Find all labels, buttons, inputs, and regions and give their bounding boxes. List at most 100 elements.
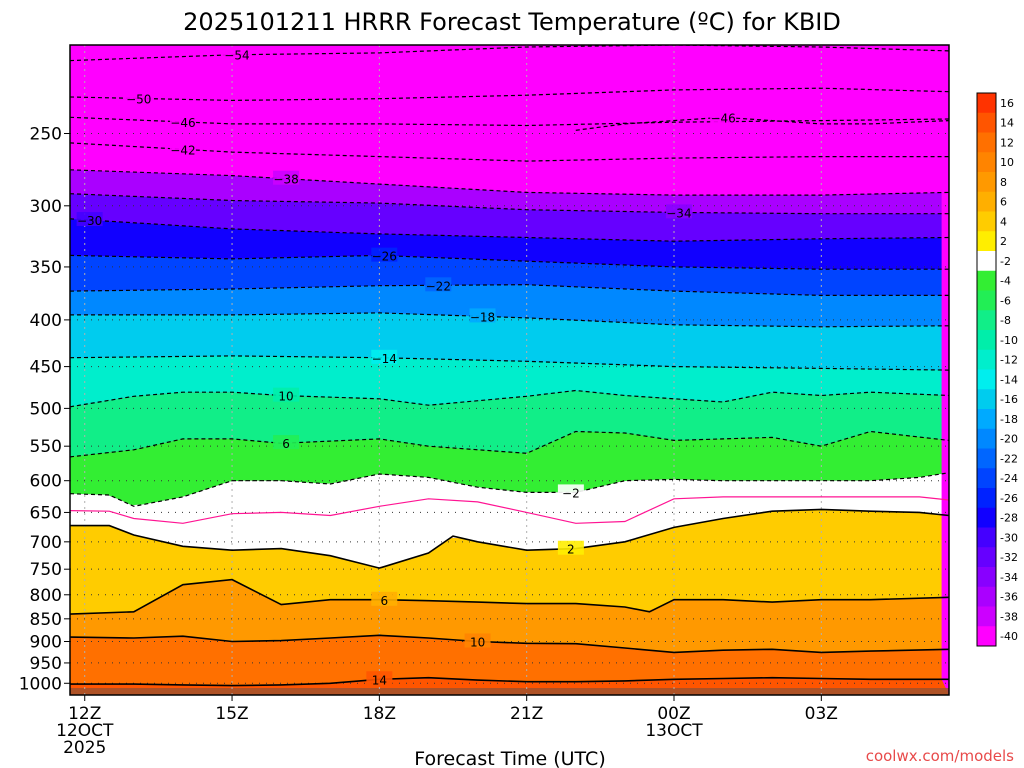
- colorbar-swatch: [977, 330, 996, 351]
- temperature-band: [70, 45, 942, 101]
- contour-line: [70, 284, 949, 296]
- contour-label: −14: [372, 352, 397, 366]
- contour-label: 6: [380, 594, 388, 608]
- contour-label: −38: [273, 173, 298, 187]
- contour-line: [70, 218, 949, 242]
- colorbar-legend: 16 14 12 10 8 6 4 2 -2 -4 -6 -8 -10 -12 -14 -16 -18 -20 -2…: [976, 92, 1018, 647]
- colorbar-label: -26: [1000, 492, 1018, 505]
- y-tick-label: 300: [30, 197, 62, 217]
- contour-line: [70, 472, 949, 507]
- colorbar-swatch: [977, 567, 996, 588]
- contour-line: [70, 430, 949, 458]
- colorbar-swatch: [977, 389, 996, 410]
- y-axis-ticks: 2503003504004505005506006507007508008509…: [19, 124, 70, 694]
- colorbar-label: -40: [1000, 630, 1018, 643]
- y-tick-label: 350: [30, 258, 62, 278]
- colorbar-swatch: [977, 369, 996, 390]
- contour-label: 14: [372, 673, 387, 687]
- contour-labels: −54−50−46 −46−42−38−34−30−26−22−18−14106−…: [76, 46, 737, 687]
- contour-label: −50: [126, 92, 151, 106]
- contour-line: [70, 578, 949, 615]
- x-tick-label: 13OCT: [645, 721, 703, 741]
- y-tick-label: 900: [30, 632, 62, 652]
- y-tick-label: 600: [30, 472, 62, 492]
- contour-label-bg: [710, 109, 737, 124]
- colorbar-label: 8: [1000, 176, 1007, 189]
- contour-label-bg: [273, 170, 300, 185]
- contour-line: [575, 116, 949, 131]
- colorbar-label: 10: [1000, 156, 1014, 169]
- contour-label-bg: [273, 435, 300, 450]
- chart-title: 2025101211 HRRR Forecast Temperature (ºC…: [183, 8, 841, 36]
- contour-label: −26: [372, 250, 397, 264]
- contour-label: −2: [562, 486, 580, 500]
- y-tick-label: 850: [30, 610, 62, 630]
- colorbar-label: -38: [1000, 610, 1018, 623]
- contour-label: −30: [77, 214, 102, 228]
- colorbar-label: -22: [1000, 452, 1018, 465]
- colorbar-swatch: [977, 409, 996, 430]
- contour-label: −34: [666, 206, 691, 220]
- temperature-band: [70, 255, 942, 296]
- colorbar-swatch: [977, 488, 996, 509]
- contour-label: 10: [278, 390, 293, 404]
- colorbar-label: 16: [1000, 97, 1014, 110]
- temperature-band: [70, 635, 942, 686]
- y-tick-label: 750: [30, 560, 62, 580]
- contour-label: 6: [282, 437, 290, 451]
- colorbar-label: -6: [1000, 294, 1011, 307]
- contour-label: −46: [170, 116, 195, 130]
- colorbar-swatch: [977, 112, 996, 133]
- x-tick-label: 21Z: [510, 704, 543, 724]
- colorbar-label: -18: [1000, 413, 1018, 426]
- colorbar-swatch: [977, 152, 996, 173]
- colorbar-swatch: [977, 527, 996, 548]
- y-tick-label: 800: [30, 586, 62, 606]
- colorbar-label: -24: [1000, 472, 1018, 485]
- x-tick-label: 03Z: [805, 704, 838, 724]
- contour-label-bg: [223, 46, 250, 61]
- contour-label-bg: [464, 633, 491, 648]
- colorbar-swatch: [977, 547, 996, 568]
- x-tick-label: 12OCT: [56, 721, 114, 741]
- contour-line: [70, 389, 949, 408]
- colorbar-swatch: [977, 507, 996, 528]
- colorbar-label: -14: [1000, 373, 1018, 386]
- temperature-band: [70, 117, 942, 161]
- plot-frame: [69, 44, 950, 696]
- surface-ground-strip: [70, 688, 949, 695]
- colorbar-swatch: [977, 93, 996, 114]
- contour-line: [70, 254, 949, 270]
- contour-label-bg: [371, 349, 398, 364]
- colorbar-swatch: [977, 606, 996, 627]
- colorbar-swatch: [977, 270, 996, 291]
- colorbar-label: 14: [1000, 117, 1014, 130]
- colorbar-frame: [976, 92, 997, 647]
- colorbar-label: -30: [1000, 531, 1018, 544]
- y-tick-label: 700: [30, 533, 62, 553]
- colorbar-label: -12: [1000, 354, 1018, 367]
- contour-line: [70, 508, 949, 569]
- contour-label-bg: [371, 591, 398, 606]
- colorbar-label: -2: [1000, 255, 1011, 268]
- colorbar-swatch: [977, 626, 996, 647]
- colorbar-label: 4: [1000, 215, 1007, 228]
- colorbar-swatch: [977, 191, 996, 212]
- contour-label-bg: [76, 212, 103, 227]
- contour-line: [70, 312, 949, 328]
- x-tick-label: 2025: [63, 738, 106, 758]
- colorbar-swatch: [977, 231, 996, 252]
- contour-line: [70, 87, 949, 102]
- x-axis-label: Forecast Time (UTC): [414, 748, 605, 768]
- colorbar-label: -36: [1000, 591, 1018, 604]
- contour-label: −22: [426, 279, 451, 293]
- contour-line: [70, 169, 949, 196]
- colorbar-swatch: [977, 132, 996, 153]
- colorbar-label: -10: [1000, 334, 1018, 347]
- colorbar-label: -32: [1000, 551, 1018, 564]
- colorbar-swatch: [977, 290, 996, 311]
- colorbar-label: 2: [1000, 235, 1007, 248]
- credit-text: coolwx.com/models: [866, 747, 1014, 765]
